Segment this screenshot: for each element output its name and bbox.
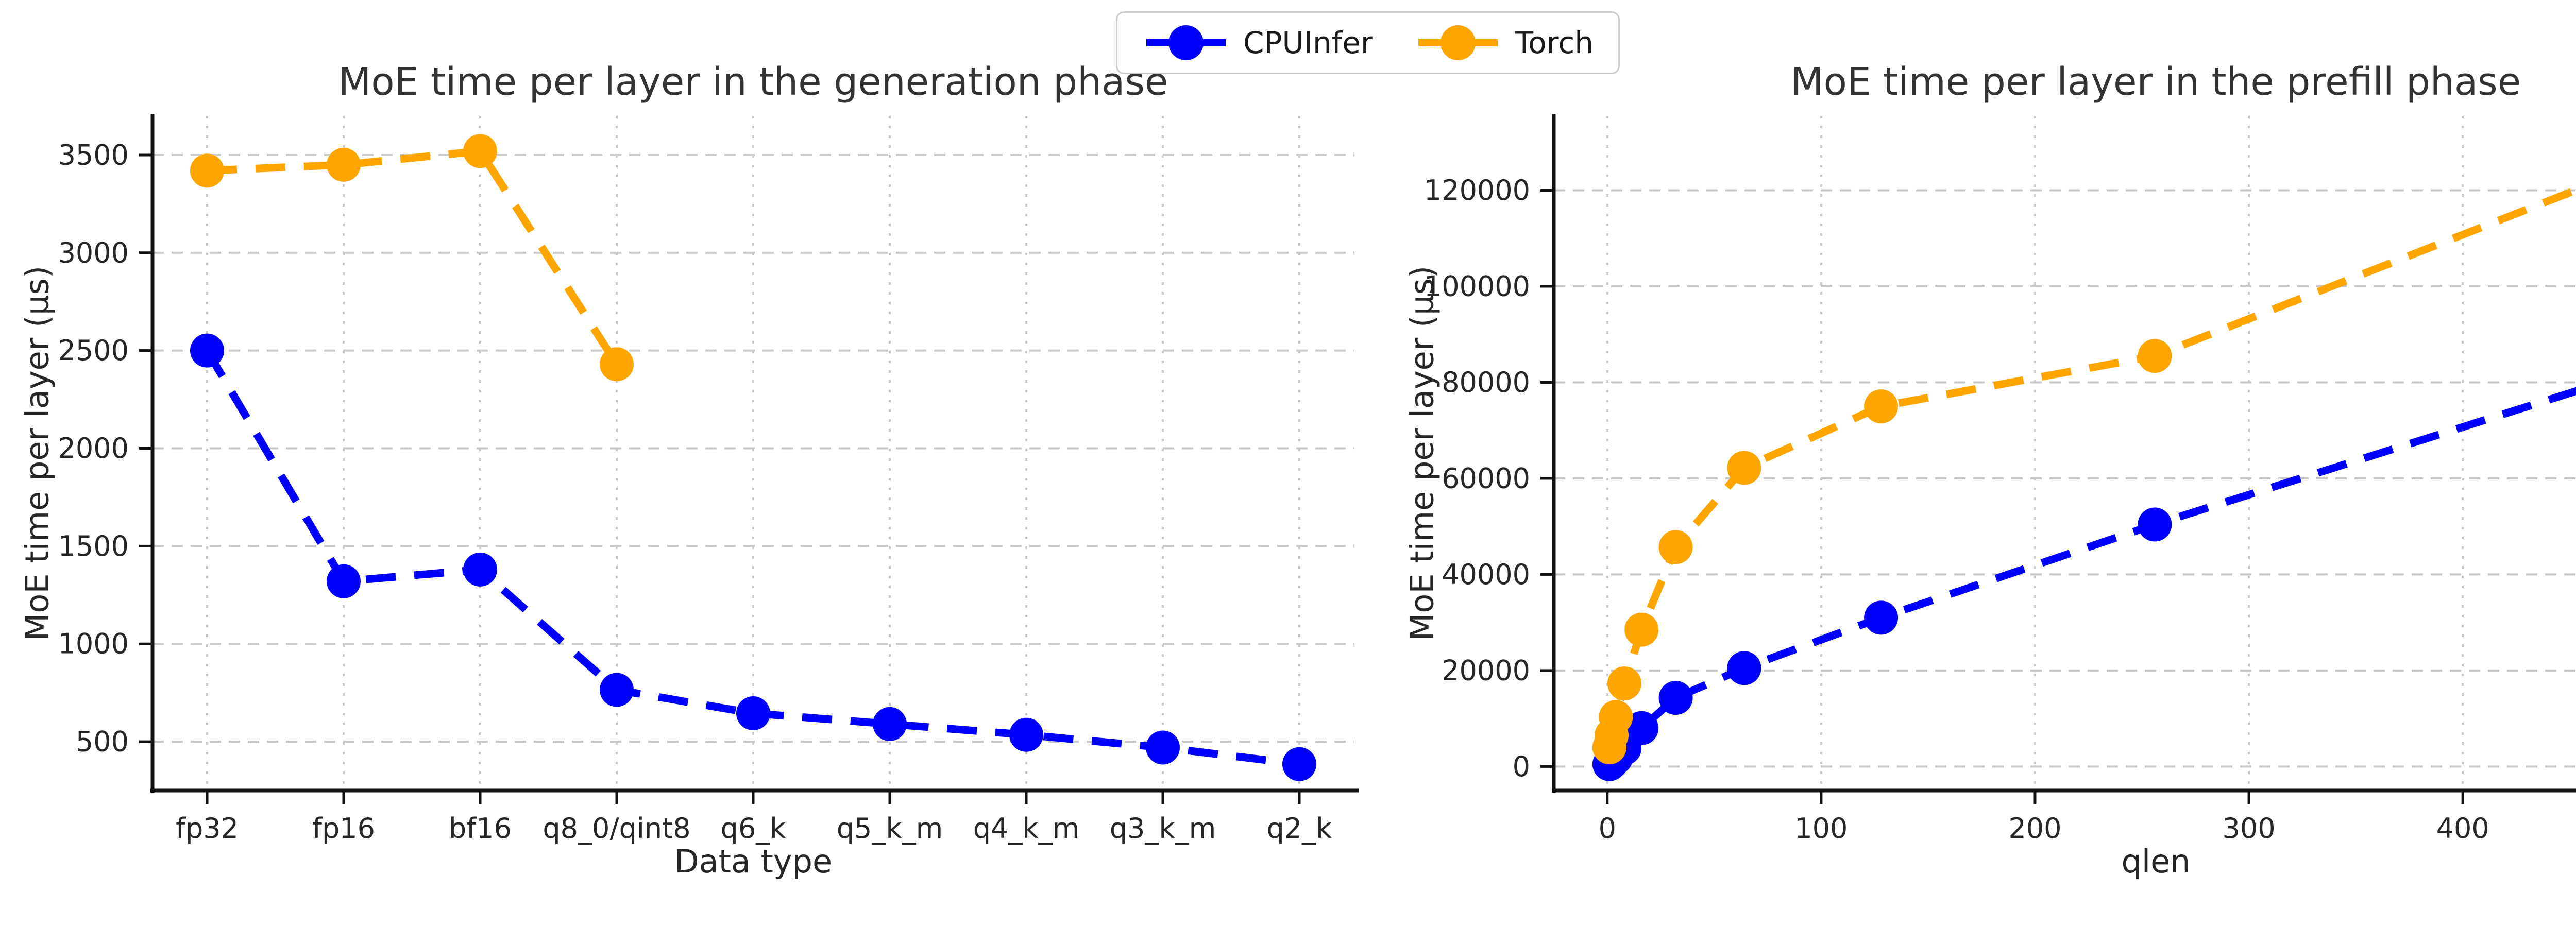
cpuinfer-marker — [1595, 745, 1629, 779]
generation-x-axis-label: Data type — [674, 843, 833, 880]
x-tick-label: q2_k — [1267, 812, 1333, 845]
cpuinfer-marker — [1009, 717, 1043, 752]
y-tick-label: 120000 — [1424, 174, 1530, 207]
prefill-y-axis-label: MoE time per layer (µs) — [1403, 265, 1441, 641]
x-tick-label: q4_k_m — [973, 812, 1080, 845]
legend-label-cpuinfer: CPUInfer — [1243, 25, 1373, 60]
cpuinfer-marker — [2138, 507, 2172, 542]
x-tick-label: 300 — [2223, 812, 2276, 845]
torch-marker — [1607, 666, 1641, 701]
y-tick-label: 80000 — [1442, 366, 1530, 399]
y-tick-label: 1500 — [58, 530, 129, 562]
torch-marker — [327, 147, 361, 182]
torch-marker — [1599, 700, 1633, 734]
cpuinfer-marker — [190, 333, 224, 368]
x-tick-label: q8_0/qint8 — [543, 812, 690, 845]
prefill-chart-title: MoE time per layer in the prefill phase — [1790, 60, 2521, 104]
y-tick-label: 60000 — [1442, 462, 1530, 494]
cpuinfer-marker — [1146, 730, 1180, 765]
torch-marker — [190, 153, 224, 188]
x-tick-label: bf16 — [449, 812, 512, 845]
torch-line — [1605, 186, 2576, 748]
torch-line — [207, 147, 620, 367]
legend-item-torch: Torch — [1414, 21, 1594, 64]
generation-chart-title: MoE time per layer in the generation pha… — [338, 60, 1168, 104]
y-tick-label: 3500 — [58, 139, 129, 171]
cpuinfer-marker — [873, 707, 907, 741]
cpuinfer-marker — [463, 552, 497, 587]
cpuinfer-marker — [600, 673, 634, 707]
generation-y-axis-label: MoE time per layer (µs) — [18, 265, 56, 641]
x-tick-label: 400 — [2436, 812, 2489, 845]
cpuinfer-marker — [1864, 600, 1899, 635]
torch-line-marker-icon — [1418, 25, 1498, 60]
y-tick-label: 40000 — [1442, 558, 1530, 591]
torch-marker — [1727, 451, 1761, 485]
torch-marker — [2138, 339, 2172, 373]
cpuinfer-marker — [327, 564, 361, 598]
cpuinfer-marker — [1607, 731, 1641, 765]
y-tick-label: 1000 — [58, 628, 129, 660]
cpuinfer-marker — [1727, 651, 1761, 685]
legend-item-cpuinfer: CPUInfer — [1142, 21, 1373, 64]
cpuinfer-line — [204, 348, 1300, 768]
legend-label-torch: Torch — [1515, 25, 1594, 60]
x-tick-label: q3_k_m — [1110, 812, 1216, 845]
prefill-x-axis-label: qlen — [2121, 843, 2191, 880]
x-tick-label: 0 — [1599, 812, 1616, 845]
cpuinfer-marker — [1658, 681, 1693, 715]
y-tick-label: 20000 — [1442, 654, 1530, 686]
torch-marker — [1658, 530, 1693, 564]
y-tick-label: 2000 — [58, 432, 129, 465]
cpuinfer-line-marker-icon — [1146, 25, 1226, 60]
y-tick-label: 0 — [1513, 750, 1530, 783]
legend: CPUInfer Torch — [1115, 11, 1620, 74]
torch-marker — [1595, 718, 1629, 752]
y-tick-label: 3000 — [58, 236, 129, 269]
cpuinfer-marker — [1624, 711, 1659, 745]
torch-marker — [1864, 389, 1899, 424]
x-tick-label: fp16 — [312, 812, 375, 845]
x-tick-label: q5_k_m — [837, 812, 943, 845]
x-tick-label: 100 — [1794, 812, 1848, 845]
cpuinfer-marker — [1592, 747, 1626, 781]
cpuinfer-marker — [1282, 747, 1316, 781]
x-tick-label: fp32 — [176, 812, 239, 845]
y-tick-label: 500 — [76, 726, 129, 758]
torch-marker — [600, 347, 634, 382]
x-tick-label: q6_k — [721, 812, 787, 845]
torch-marker — [463, 134, 497, 168]
y-tick-label: 2500 — [58, 334, 129, 367]
torch-marker — [1592, 730, 1626, 765]
torch-marker — [1624, 612, 1659, 647]
cpuinfer-marker — [1599, 741, 1633, 775]
cpuinfer-line — [1606, 387, 2576, 767]
x-tick-label: 200 — [2008, 812, 2061, 845]
cpuinfer-marker — [736, 696, 770, 731]
